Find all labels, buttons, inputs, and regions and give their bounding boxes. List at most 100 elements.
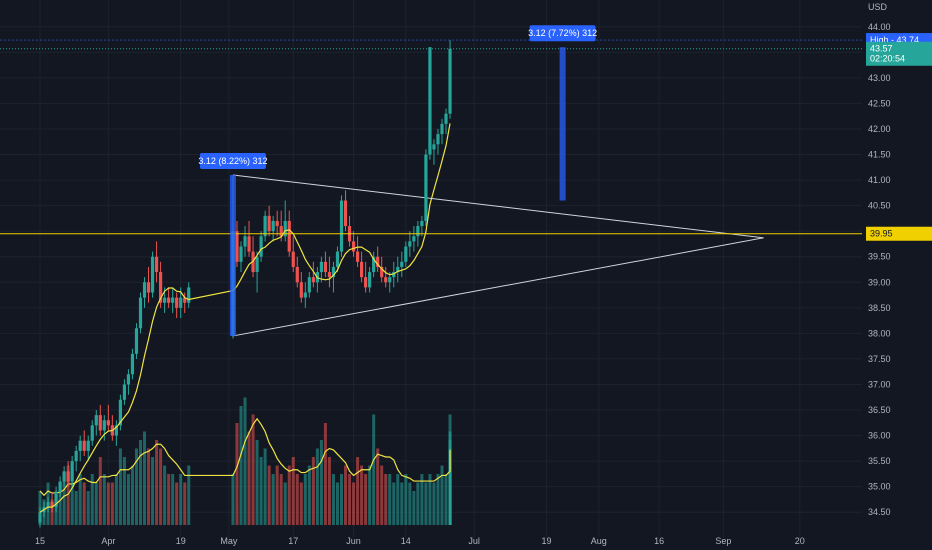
volume-bar [340,474,343,525]
volume-bar [303,474,307,525]
candle-body [46,502,50,508]
volume-bar [155,440,159,525]
volume-bar [279,474,283,525]
volume-bar [436,474,440,525]
volume-bar [291,457,295,525]
candle-body [291,251,295,267]
candle-body [98,415,102,431]
candle-body [380,266,384,278]
candle-body [311,277,315,283]
candle-body [420,220,424,227]
candle-body [339,200,344,252]
x-tick-label: 17 [288,536,298,546]
candle-body [163,297,167,303]
volume-bar [143,431,147,525]
y-tick-label: 40.50 [868,201,891,211]
current-price-badge [866,41,932,66]
candle-body [66,471,70,482]
triangle-lower-line [232,237,764,337]
volume-ma-line [39,417,451,497]
candle-body [355,251,360,262]
x-tick-label: 19 [176,536,186,546]
candle-body [412,236,416,242]
volume-bar [122,457,126,525]
measure-label-text: 3.12 (8.22%) 312 [198,156,267,166]
candle-body [179,297,183,308]
candle-body [62,471,66,482]
volume-bar [352,482,356,525]
candle-body [102,420,106,431]
x-tick-label: Jul [468,536,480,546]
volume-bar [323,423,327,525]
volume-bar [400,482,404,525]
y-tick-label: 36.50 [868,405,891,415]
y-tick-label: 41.00 [868,175,891,185]
volume-bar [62,474,66,525]
volume-bar [66,465,70,525]
x-tick-label: 20 [795,536,805,546]
volume-bar [106,482,110,525]
price-level-badge-text: 39.95 [870,229,893,239]
volume-bar [404,474,408,525]
measure-range-bar [559,47,566,201]
candle-body [343,200,348,227]
volume-bar [388,474,392,525]
y-tick-label: 44.00 [868,22,891,32]
candle-body [360,261,364,278]
x-tick-label: Aug [591,536,607,546]
candle-body [432,144,436,150]
candle-body [38,512,42,523]
candle-body [54,491,58,508]
candle-body [70,461,74,482]
candle-body [372,256,376,273]
volume-bar [335,482,339,525]
volume-bar [78,474,82,525]
price-axis: 34.50 35.00 35.50 36.00 36.50 37.00 37.50 38.00… [0,2,932,517]
volume-bar [331,474,335,525]
volume-bar [283,482,287,525]
triangle-upper-line [232,174,764,239]
candle-body [142,282,147,298]
y-tick-label: 39.50 [868,252,891,262]
candle-body [392,272,396,278]
y-tick-label: 38.50 [868,303,891,313]
candle-body [303,292,307,298]
volume-bar [376,448,380,525]
x-tick-label: Sep [715,536,731,546]
volume-bar [416,482,420,525]
volume-bar [175,482,179,525]
candle-body [114,425,118,436]
volume-bar [319,440,323,525]
volume-bar [82,482,86,525]
candle-body [247,236,251,252]
price-level-badge [866,226,932,241]
volume-bar [239,406,243,525]
volume-bar [275,465,279,525]
volume-bar [50,499,54,525]
candle-body [299,282,303,298]
candle-body [396,266,400,273]
candle-body [424,154,428,221]
candle-body [364,277,368,288]
candle-body [400,261,404,267]
candle-body [404,246,408,262]
volume-bar [360,465,364,525]
candle-body [448,48,452,114]
candle-body [444,113,448,124]
y-tick-label: 34.50 [868,507,891,517]
volume-bar [235,423,239,525]
volume-bar [299,482,303,525]
candle-body [307,277,311,293]
volume-bar [372,414,376,525]
candle-body [138,297,143,329]
volume-bar [251,414,255,525]
volume-bar [114,474,118,525]
measure-range-bar [229,174,236,336]
candle-body [175,297,179,308]
time-axis: 15 Apr 19 May 17 Jun 14 Jul 19 Aug 16 Sep 20 [35,536,805,546]
candle-body [440,123,444,135]
currency-label: USD [868,2,888,12]
candle-body [86,440,90,451]
volume-bar [98,457,102,525]
